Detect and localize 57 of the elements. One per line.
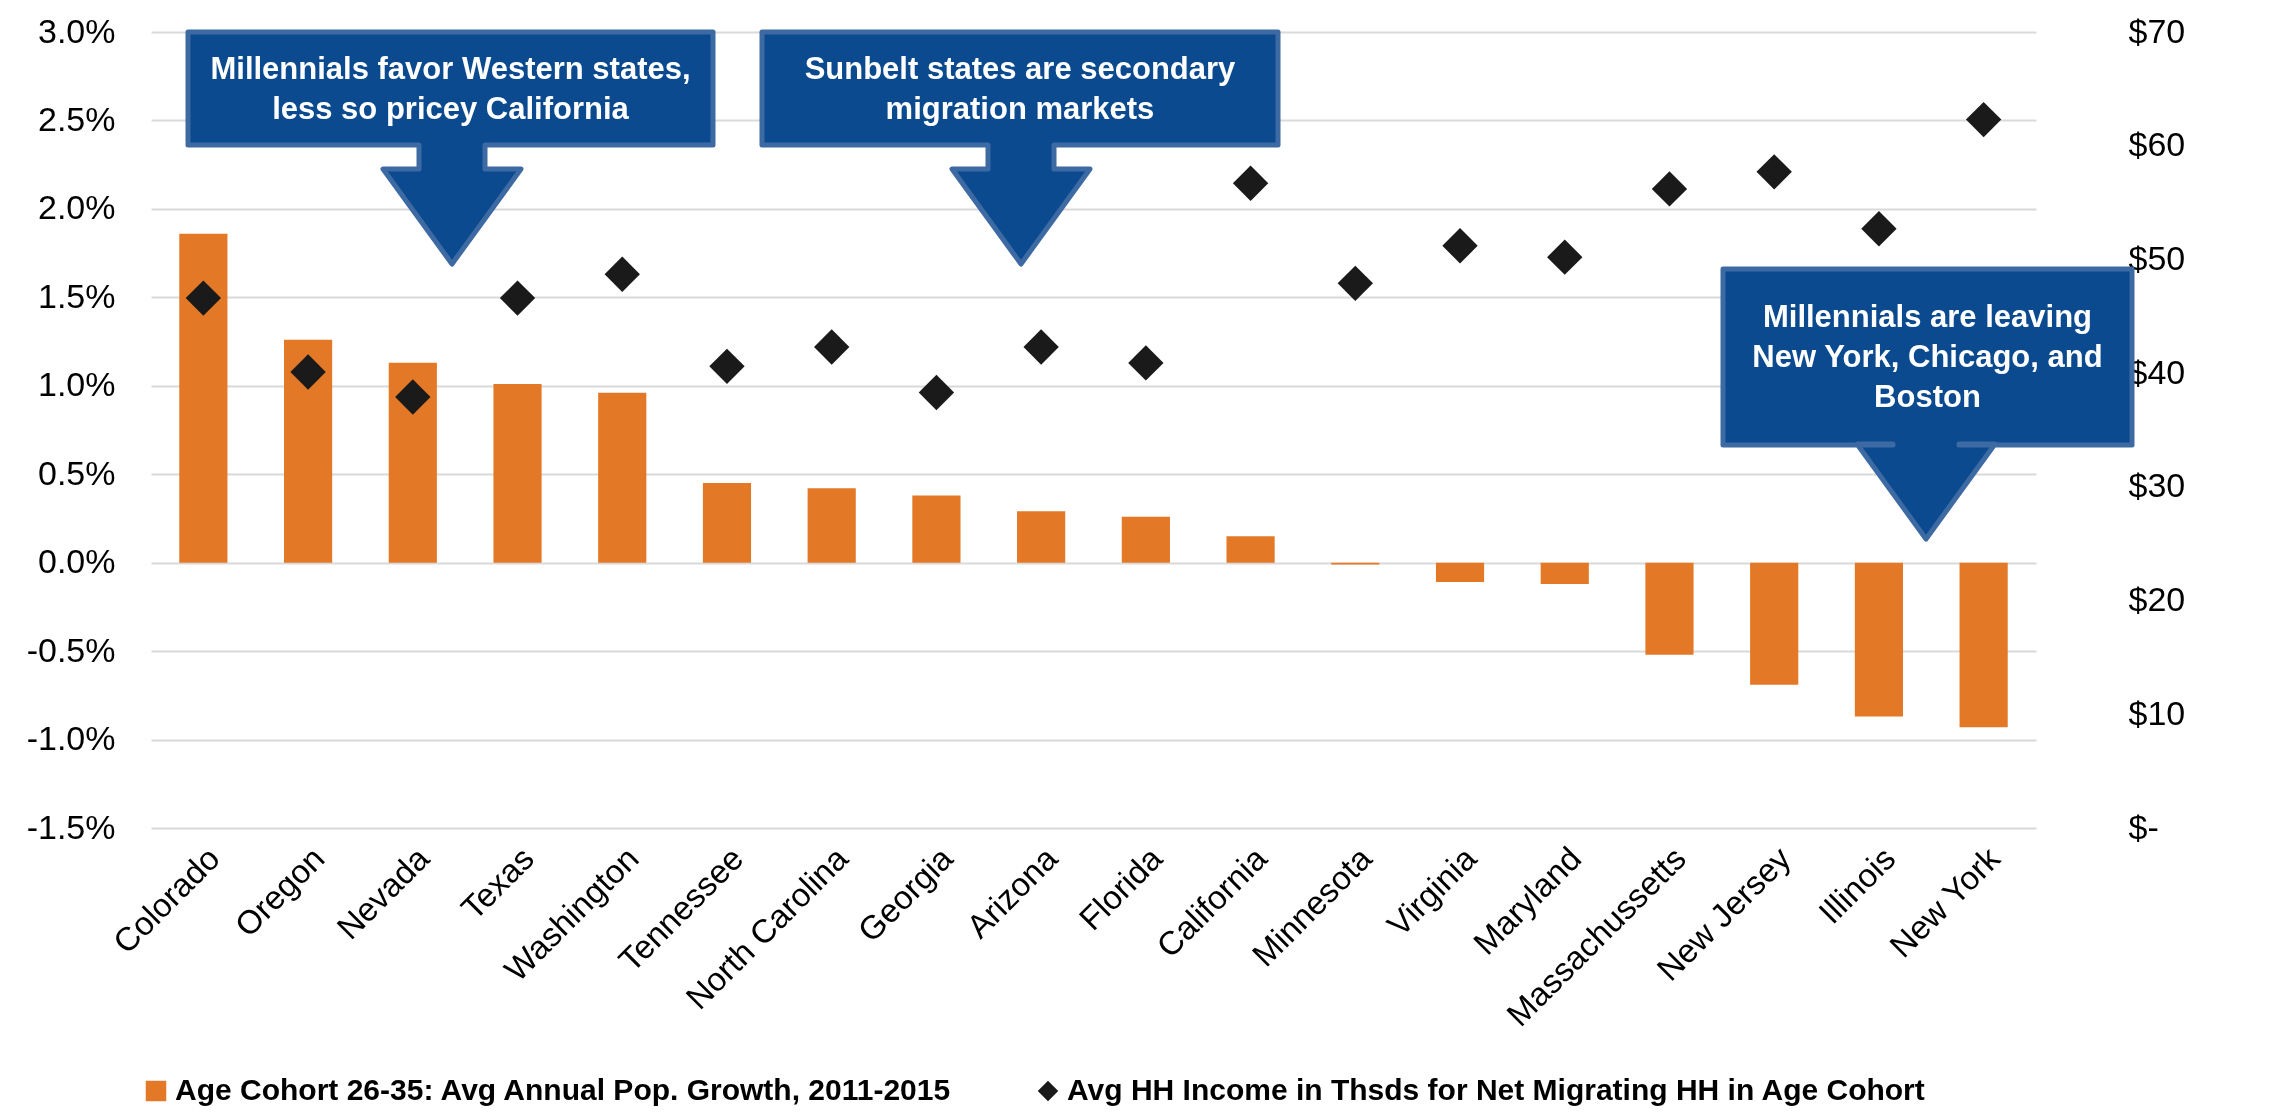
point [1965,101,2002,138]
y2-tick-label: $- [2128,807,2159,846]
bar [493,384,542,563]
y-tick-label: -1.0% [26,719,116,758]
y2-tick-label: $50 [2128,238,2186,277]
point [1756,154,1792,190]
bar [388,362,437,563]
y2-tick-label: $10 [2128,693,2186,732]
bar [598,392,647,563]
point [395,379,431,415]
point [1547,239,1583,275]
point [709,348,745,384]
point [1232,165,1269,201]
bar [1959,562,2008,728]
bar [1854,562,1903,717]
y-tick-label: -0.5% [26,630,116,669]
y-tick-label: 1.0% [38,365,116,404]
y2-tick-label: $30 [2128,466,2186,505]
y-tick-label: 0.0% [38,542,116,581]
point [185,280,222,316]
bar [284,339,333,563]
bar [1226,536,1275,563]
point [1337,265,1373,301]
y2-tick-label: $60 [2128,125,2186,164]
y-tick-label: 3.0% [38,11,116,50]
bar [1540,562,1589,584]
point [290,354,326,390]
bar [1435,562,1485,583]
bar [1750,562,1799,685]
bar [702,483,752,563]
legend-label: Age Cohort 26-35: Avg Annual Pop. Growth, 2011-2015 [175,1073,951,1106]
y-tick-label: 2.0% [38,188,116,227]
y-tick-label: 2.5% [38,99,116,138]
point [1128,345,1164,381]
bar [807,488,856,563]
point [1023,329,1059,365]
y2-tick-label: $70 [2128,11,2186,50]
legend-label: Avg HH Income in Thsds for Net Migrating HH in Age Cohort [1067,1073,1925,1106]
bar [1017,511,1066,563]
point [1651,171,1688,207]
y-tick-label: 0.5% [38,453,116,492]
point [499,280,536,316]
bar [179,233,228,563]
y-tick-label: -1.5% [26,807,116,846]
annotation: Sunbelt states are secondary migration markets [803,49,1237,128]
point [1442,228,1478,264]
bar [1645,562,1694,655]
annotation: Millennials are leaving New York, Chicago, and Boston [1751,298,2104,416]
point [1861,211,1897,247]
point [604,256,640,292]
annotation: Millennials favor Western states, less so pricey California [209,49,692,128]
y2-tick-label: $20 [2128,580,2186,619]
point [814,329,850,365]
y-tick-label: 1.5% [38,276,116,315]
bar [1121,516,1170,563]
point [918,374,955,411]
bar [912,495,961,563]
